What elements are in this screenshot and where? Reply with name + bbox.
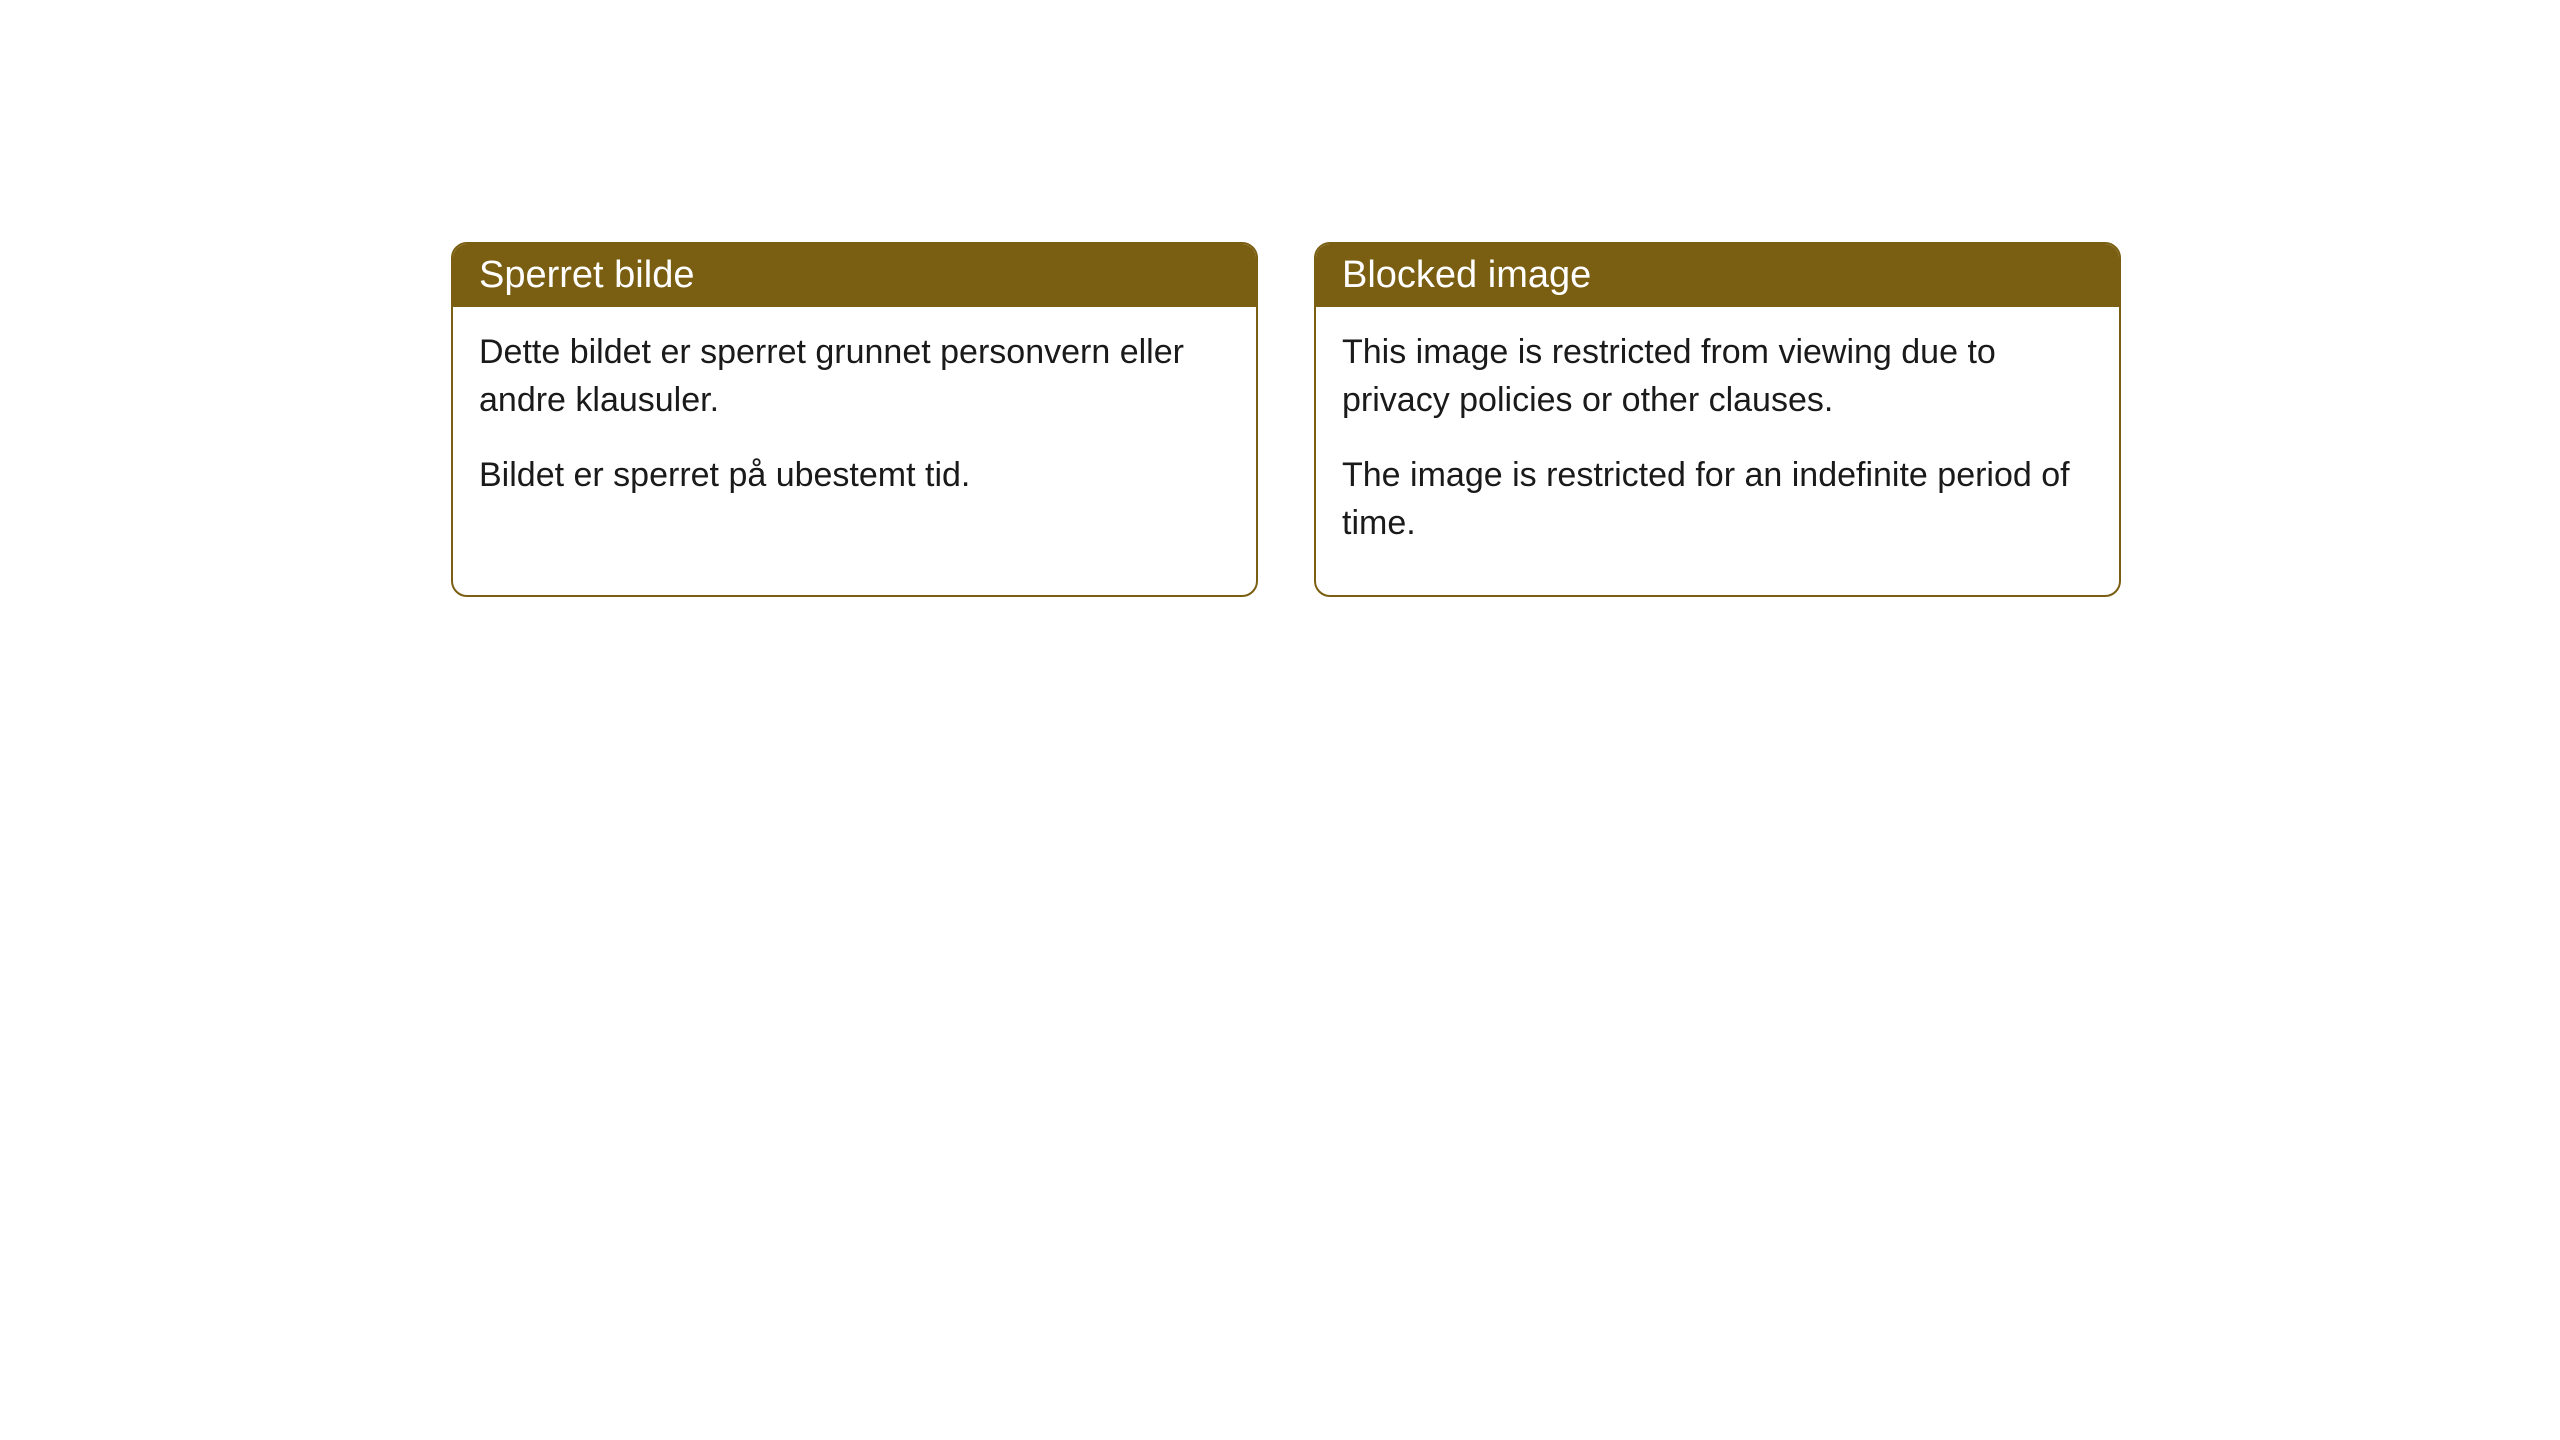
notice-card-english: Blocked image This image is restricted f… — [1314, 242, 2121, 597]
card-title: Sperret bilde — [479, 254, 694, 296]
card-header-english: Blocked image — [1316, 244, 2119, 307]
notice-cards-container: Sperret bilde Dette bildet er sperret gr… — [451, 242, 2121, 597]
card-paragraph: This image is restricted from viewing du… — [1342, 329, 2093, 424]
card-title: Blocked image — [1342, 254, 1591, 296]
card-body-english: This image is restricted from viewing du… — [1316, 307, 2119, 595]
card-paragraph: Bildet er sperret på ubestemt tid. — [479, 452, 1230, 500]
card-paragraph: The image is restricted for an indefinit… — [1342, 452, 2093, 547]
card-paragraph: Dette bildet er sperret grunnet personve… — [479, 329, 1230, 424]
card-body-norwegian: Dette bildet er sperret grunnet personve… — [453, 307, 1256, 548]
notice-card-norwegian: Sperret bilde Dette bildet er sperret gr… — [451, 242, 1258, 597]
card-header-norwegian: Sperret bilde — [453, 244, 1256, 307]
